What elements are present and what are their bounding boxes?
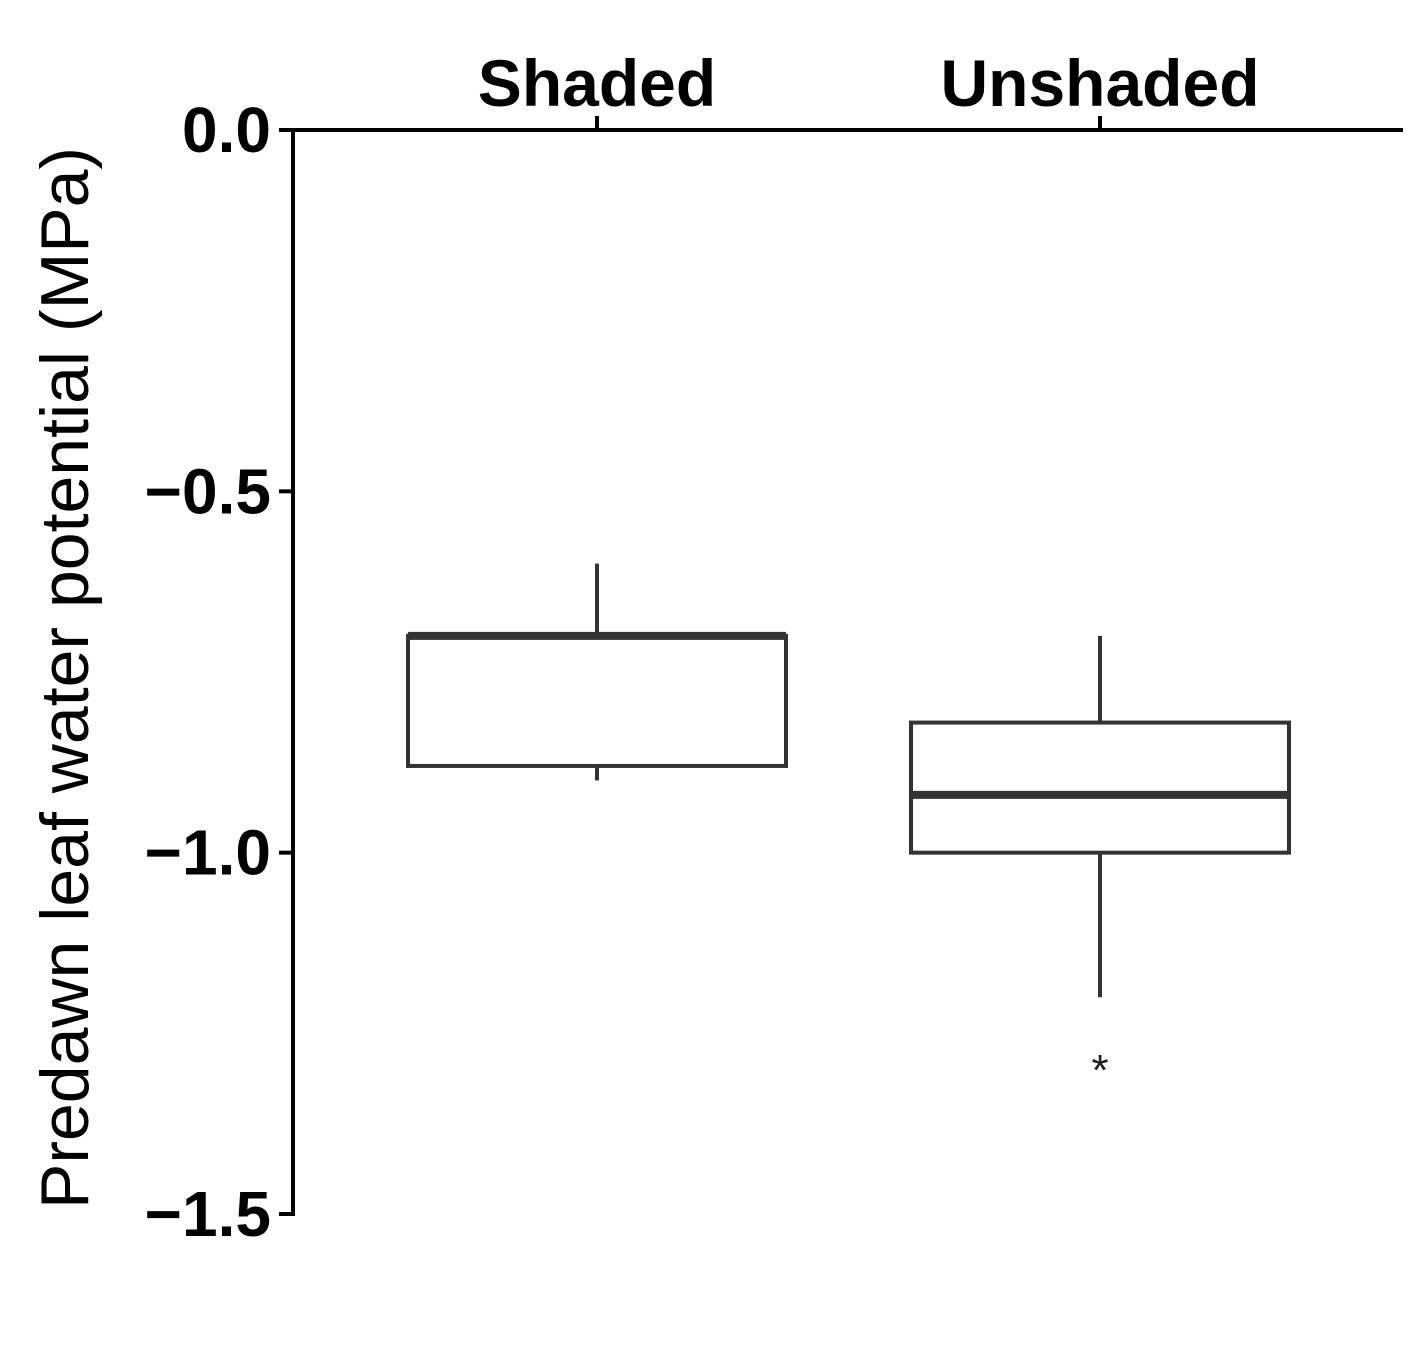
x-category-label: Unshaded xyxy=(940,46,1259,120)
axes xyxy=(291,128,1403,1216)
y-tick-label: −1.5 xyxy=(145,1178,271,1250)
boxes: * xyxy=(406,563,1291,1095)
box-unshaded: * xyxy=(909,635,1291,1095)
y-tick-label: −1.0 xyxy=(145,817,271,889)
x-categories: Shaded Unshaded xyxy=(478,46,1260,130)
y-tick-label: −0.5 xyxy=(145,455,271,527)
y-tick-label: 0.0 xyxy=(182,94,271,166)
y-ticks: 0.0 −0.5 −1.0 −1.5 xyxy=(145,94,293,1250)
y-axis-title: Predawn leaf water potential (MPa) xyxy=(27,147,103,1209)
box-shaded xyxy=(406,563,788,781)
x-category-label: Shaded xyxy=(478,46,716,120)
iqr-box xyxy=(909,720,1291,855)
iqr-box xyxy=(406,633,788,768)
outlier-marker: * xyxy=(1091,1046,1108,1095)
